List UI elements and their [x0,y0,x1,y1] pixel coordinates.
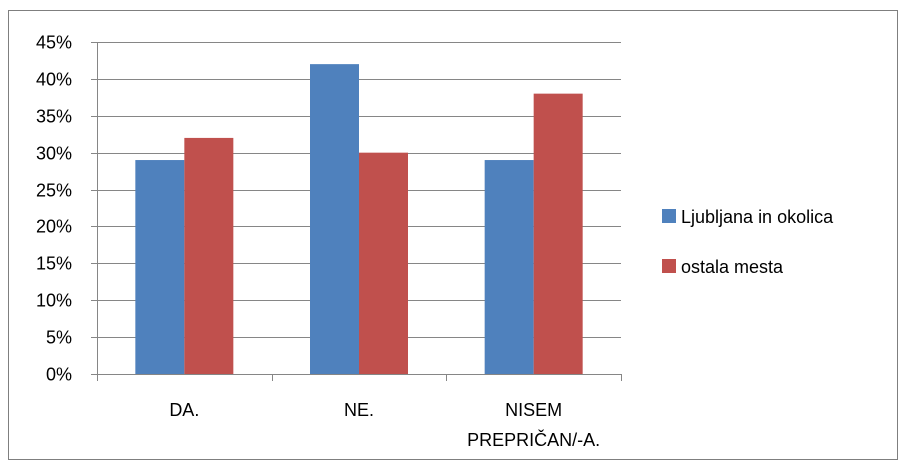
y-tick-label: 5% [46,328,72,348]
x-tick-label: NISEM PREPRIČAN/-A. [467,400,600,450]
x-tick-label: NE. [344,400,374,420]
y-tick-label: 45% [36,33,72,53]
axes [91,42,622,381]
y-tick-label: 15% [36,254,72,274]
y-tick-label: 25% [36,181,72,201]
legend-label: Ljubljana in okolica [681,207,834,227]
y-tick-label: 0% [46,365,72,385]
y-tick-label: 10% [36,291,72,311]
bar [484,160,534,374]
bar [310,64,359,374]
bar [359,152,408,374]
y-tick-labels: 0% 5% 10% 15% 20% 25% 30% 35% 40% 45% [36,33,72,385]
x-tick-label: DA. [169,400,199,420]
legend-swatch [662,259,676,273]
bar [184,137,234,374]
legend-label: ostala mesta [681,257,784,277]
bars [135,64,583,375]
y-tick-label: 30% [36,144,72,164]
bar [135,160,185,374]
legend: Ljubljana in okolica ostala mesta [662,207,834,277]
y-tick-label: 40% [36,70,72,90]
x-tick-labels: DA. NE. NISEM PREPRIČAN/-A. [169,400,600,450]
bar [533,93,583,375]
legend-swatch [662,209,676,223]
y-tick-label: 20% [36,217,72,237]
y-tick-label: 35% [36,107,72,127]
